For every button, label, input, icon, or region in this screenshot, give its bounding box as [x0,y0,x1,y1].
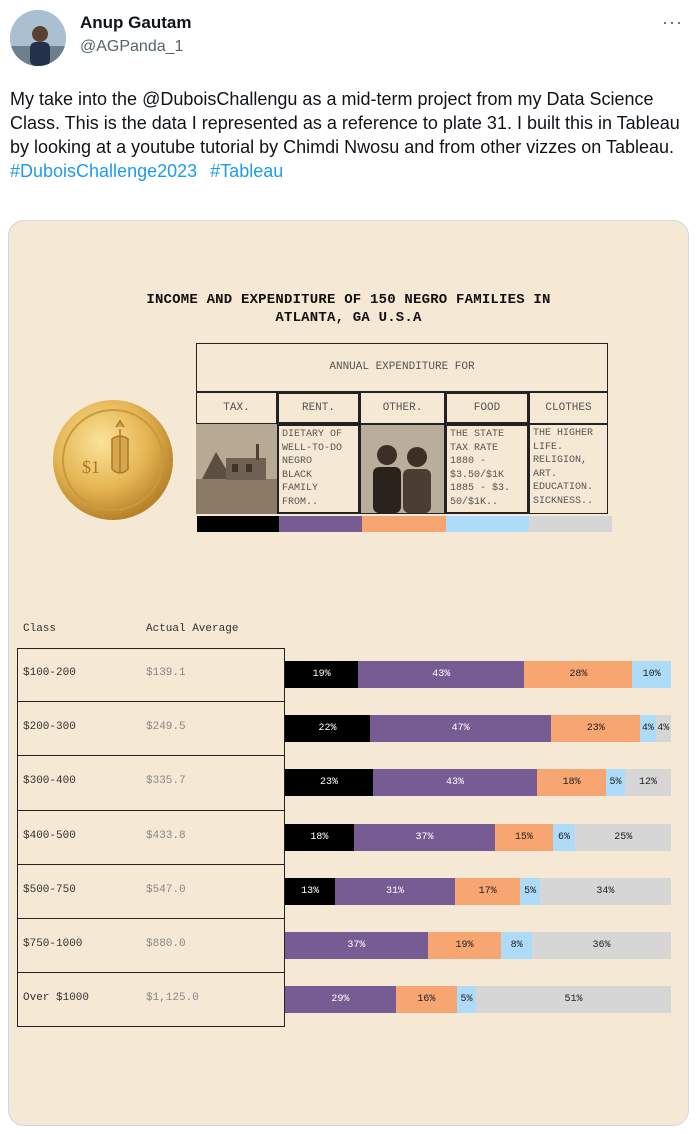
category-food: FOOD [445,392,529,424]
bar-segment-rent: 47% [369,715,552,743]
average-value: $139.1 [146,667,186,679]
bar-segment-clothes: 12% [625,769,671,797]
viz-title-line: INCOME AND EXPENDITURE OF 150 NEGRO FAMI… [146,292,551,308]
note-food: THE STATE TAX RATE 1880 - $3.50/$1K 1885… [445,424,529,514]
bar-segment-other: 16% [395,986,457,1014]
author-name[interactable]: Anup Gautam [80,13,192,32]
category-label: CLOTHES [545,402,592,414]
dollar-coin-icon: $1 [53,400,173,520]
bar-segment-tax: 23% [285,769,373,797]
bar-segment-clothes: 25% [575,823,671,851]
category-other: OTHER. [360,392,445,424]
note-text: THE HIGHER LIFE. RELIGION, ART. EDUCATIO… [533,428,594,507]
table-row [17,756,285,811]
bar-segment-tax: 19% [285,661,359,688]
category-tax: TAX. [196,392,277,424]
house-photo [196,424,277,514]
class-label: $750-1000 [23,938,83,950]
author-handle[interactable]: @AGPanda_1 [80,38,184,55]
bar-segment-clothes: 34% [539,877,671,905]
bar-segment-rent: 31% [335,877,455,905]
bar-segment-clothes: 51% [476,986,671,1014]
bar-segment-other: 23% [551,715,641,743]
bar-segment-other: 18% [537,769,607,797]
average-value: $433.8 [146,829,186,842]
bar-segment-other: 28% [524,661,633,688]
bar-segment-clothes: 36% [532,932,671,959]
legend-swatch-rent [279,516,362,532]
bar-segment-food: 4% [640,715,656,743]
bar-segment-food: 8% [501,932,533,959]
tweet-text: My take into the @DuboisChallengu as a m… [10,89,680,157]
bar-segment-clothes: 4% [655,715,671,743]
class-label: Over $1000 [23,992,90,1005]
viz-title: INCOME AND EXPENDITURE OF 150 NEGRO FAMI… [9,291,688,327]
bar-segment-tax: 22% [285,715,370,743]
bar-segment-rent: 37% [353,823,496,851]
table-row [17,702,285,757]
category-clothes: CLOTHES [529,392,608,424]
couple-photo [360,424,445,514]
category-label: FOOD [473,402,501,414]
legend-swatch-other [362,516,446,532]
bar-segment-rent: 43% [372,769,538,797]
average-value: $249.5 [146,721,186,734]
average-value: $880.0 [146,938,186,950]
category-label: TAX. [223,402,250,414]
note-clothes: THE HIGHER LIFE. RELIGION, ART. EDUCATIO… [529,424,608,514]
bar-segment-food: 10% [632,661,671,688]
bar-segment-tax: 18% [285,823,354,851]
table-row [17,919,285,974]
average-value: $335.7 [146,775,186,788]
table-row [17,864,285,919]
expenditure-header-label: ANNUAL EXPENDITURE FOR [329,361,475,373]
average-value: $547.0 [146,883,186,896]
column-header-average: Actual Average [146,623,239,635]
legend-swatch-tax [197,516,279,532]
table-row [17,648,285,703]
expenditure-header: ANNUAL EXPENDITURE FOR [196,343,608,392]
bar-segment-food: 5% [606,769,626,797]
hashtag-link[interactable]: #DuboisChallenge2023 [10,161,198,181]
class-label: $300-400 [23,775,76,788]
bar-segment-food: 5% [456,986,477,1014]
note-text: DIETARY OF WELL-TO-DO NEGRO BLACK FAMILY… [282,429,343,508]
class-label: $500-750 [23,883,76,896]
bar-segment-other: 17% [454,877,521,905]
bar-segment-other: 19% [427,932,502,959]
more-options-icon[interactable]: ··· [662,12,683,32]
category-label: RENT. [301,402,335,414]
column-header-class: Class [23,623,57,635]
tweet-media-visualization[interactable]: INCOME AND EXPENDITURE OF 150 NEGRO FAMI… [8,220,689,1126]
svg-text:$1: $1 [82,457,100,477]
tweet-body: My take into the @DuboisChallengu as a m… [10,87,690,183]
average-value: $1,125.0 [146,992,199,1005]
note-rent: DIETARY OF WELL-TO-DO NEGRO BLACK FAMILY… [277,424,360,514]
bar-segment-food: 5% [520,877,540,905]
bar-segment-tax: 13% [285,877,336,905]
viz-title-line: ATLANTA, GA U.S.A [275,310,422,326]
hashtag-link[interactable]: #Tableau [210,161,284,181]
bar-segment-other: 15% [495,823,553,851]
bar-segment-food: 6% [552,823,576,851]
class-label: $100-200 [23,667,76,679]
bar-segment-rent: 43% [358,661,525,688]
table-row [17,810,285,865]
table-row [17,973,285,1028]
tweet-hashtags: #DuboisChallenge2023 #Tableau [10,159,690,183]
legend-swatch-clothes [529,516,612,532]
legend-swatch-food [446,516,529,532]
category-label: OTHER. [382,402,423,414]
class-label: $200-300 [23,721,76,734]
bar-segment-rent: 29% [285,986,396,1014]
avatar[interactable] [10,10,66,66]
bar-segment-rent: 37% [285,932,428,959]
note-text: THE STATE TAX RATE 1880 - $3.50/$1K 1885… [450,429,511,508]
category-rent: RENT. [277,392,360,424]
class-label: $400-500 [23,829,76,842]
